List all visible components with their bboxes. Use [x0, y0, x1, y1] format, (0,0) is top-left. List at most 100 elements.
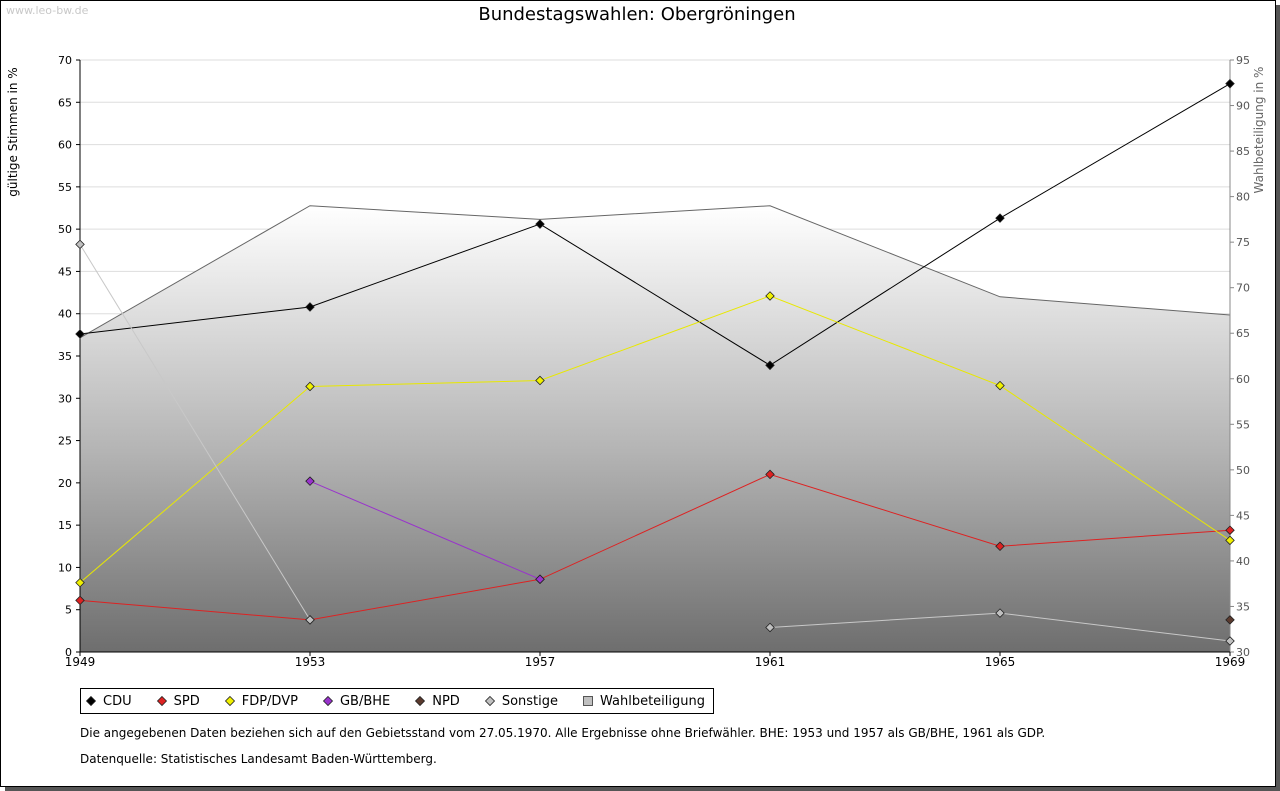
legend-label: CDU — [103, 693, 132, 709]
y-tick-label: 55 — [58, 181, 72, 194]
y-axis-label: gültige Stimmen in % — [6, 67, 20, 196]
y-tick-label: 10 — [58, 561, 72, 574]
legend-marker-gb-bhe — [322, 695, 334, 707]
series-npd — [1225, 615, 1235, 625]
y2-tick-label: 80 — [1236, 191, 1250, 204]
series-line-fdp-dvp — [79, 295, 1231, 584]
watermark: www.leo-bw.de — [6, 4, 89, 17]
legend-marker-fdp-dvp — [224, 695, 235, 707]
legend-item-fdp-dvp: FDP/DVP — [224, 694, 298, 709]
x-tick-label: 1961 — [755, 655, 786, 669]
y2-tick-label: 50 — [1236, 464, 1250, 477]
data-point-fdp-dvp — [75, 577, 85, 588]
data-point-fdp-dvp — [305, 381, 315, 392]
legend-marker-wahlbeteiligung — [583, 696, 593, 706]
legend: CDU SPD FDP/DVP GB/BHE NPD Sonstige Wahlbeteil… — [80, 688, 715, 714]
turnout-area-line — [79, 205, 1231, 339]
legend-item-gb-bhe: GB/BHE — [322, 694, 390, 709]
y-tick-label: 15 — [58, 519, 72, 532]
series-cdu — [75, 78, 1235, 371]
data-point-gb-bhe — [305, 476, 315, 486]
footnote: Die angegebenen Daten beziehen sich auf … — [80, 726, 1046, 740]
legend-label: FDP/DVP — [241, 693, 298, 709]
data-point-sonstige — [1225, 636, 1235, 646]
legend-marker-spd — [156, 695, 167, 707]
y-tick-label: 60 — [58, 139, 72, 152]
legend-label: NPD — [432, 693, 460, 709]
y2-tick-label: 40 — [1236, 555, 1250, 568]
axes: 0 5 10 15 20 25 30 35 40 45 50 55 60 65 70 30 35 40 45 50 55… — [58, 54, 1250, 669]
data-point-cdu — [995, 213, 1005, 223]
data-point-sonstige — [75, 239, 85, 250]
y-tick-label: 0 — [65, 646, 72, 659]
data-point-cdu — [765, 360, 775, 371]
data-point-sonstige — [305, 615, 315, 625]
y2-tick-label: 55 — [1236, 418, 1250, 431]
data-point-fdp-dvp — [1225, 535, 1235, 546]
legend-label: SPD — [173, 693, 200, 709]
y-tick-label: 30 — [58, 392, 72, 405]
x-tick-label: 1949 — [65, 655, 96, 669]
data-point-spd — [75, 595, 85, 606]
legend-item-spd: SPD — [156, 694, 200, 709]
data-point-spd — [1225, 525, 1235, 535]
data-point-fdp-dvp — [765, 291, 775, 301]
y2-tick-label: 45 — [1236, 509, 1250, 522]
data-point-cdu — [75, 329, 85, 339]
turnout-area-fill — [80, 205, 1230, 652]
y-tick-label: 40 — [58, 308, 72, 321]
x-tick-label: 1969 — [1215, 655, 1246, 669]
y-tick-label: 65 — [58, 96, 72, 109]
y-tick-label: 70 — [58, 54, 72, 67]
legend-item-npd: NPD — [414, 694, 460, 709]
legend-label: GB/BHE — [339, 693, 391, 709]
source-note: Datenquelle: Statistisches Landesamt Bad… — [80, 752, 437, 766]
data-point-spd — [995, 541, 1005, 552]
series-sonstige — [75, 239, 1235, 646]
y2-tick-label: 85 — [1236, 145, 1250, 158]
legend-item-sonstige: Sonstige — [484, 694, 558, 709]
y-tick-label: 20 — [58, 477, 72, 490]
chart-title: Bundestagswahlen: Obergröningen — [478, 4, 795, 25]
y2-tick-label: 60 — [1236, 373, 1250, 386]
legend-label: Wahlbeteiligung — [600, 693, 706, 709]
legend-marker-sonstige — [484, 695, 495, 707]
data-point-cdu — [1225, 78, 1235, 89]
y2-tick-label: 35 — [1236, 600, 1250, 613]
y-tick-label: 5 — [65, 604, 72, 617]
series — [75, 78, 1235, 646]
y2-tick-label: 30 — [1236, 646, 1250, 659]
y-tick-label: 50 — [58, 223, 72, 236]
data-point-sonstige — [765, 622, 775, 633]
data-point-fdp-dvp — [535, 375, 545, 386]
y-tick-label: 35 — [58, 350, 72, 363]
y2-tick-label: 70 — [1236, 282, 1250, 295]
series-line-sonstige — [79, 244, 311, 621]
y-tick-label: 45 — [58, 265, 72, 278]
y2-axis-label: Wahlbeteiligung in % — [1252, 67, 1266, 194]
series-line-gb-bhe — [309, 480, 541, 580]
y-tick-label: 25 — [58, 435, 72, 448]
x-tick-label: 1965 — [985, 655, 1016, 669]
legend-marker-cdu — [85, 695, 97, 707]
series-line-cdu — [79, 83, 1231, 366]
data-point-gb-bhe — [535, 574, 545, 585]
y2-tick-label: 90 — [1236, 100, 1250, 113]
chart: Bundestagswahlen: Obergröningen 0 5 10 15 20… — [6, 4, 1266, 669]
x-tick-label: 1957 — [525, 655, 556, 669]
legend-item-wahlbeteiligung: Wahlbeteiligung — [582, 694, 705, 709]
data-point-npd — [1225, 615, 1235, 625]
y2-tick-label: 95 — [1236, 54, 1250, 67]
legend-marker-npd — [415, 695, 426, 707]
x-tick-label: 1953 — [295, 655, 326, 669]
data-point-cdu — [535, 219, 545, 229]
turnout-area — [79, 205, 1231, 652]
data-point-cdu — [305, 302, 315, 312]
legend-label: Sonstige — [501, 693, 558, 709]
data-point-sonstige — [995, 608, 1005, 618]
series-line-spd — [79, 473, 1231, 621]
series-fdp-dvp — [75, 291, 1235, 588]
y2-tick-label: 75 — [1236, 236, 1250, 249]
y2-tick-label: 65 — [1236, 327, 1250, 340]
legend-item-cdu: CDU — [85, 694, 132, 709]
